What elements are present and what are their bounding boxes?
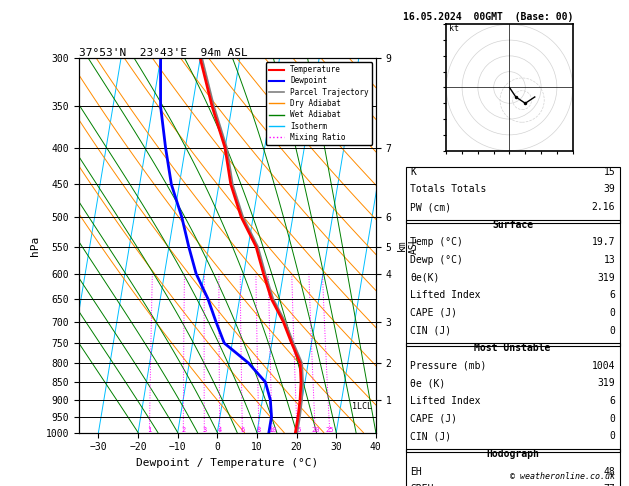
Text: K: K [410,167,416,177]
Text: 6: 6 [610,396,615,406]
Text: 48: 48 [604,467,615,477]
Text: Hodograph: Hodograph [486,449,539,459]
Text: 4: 4 [218,427,222,433]
Y-axis label: hPa: hPa [30,235,40,256]
Text: 19.7: 19.7 [592,237,615,247]
Text: Surface: Surface [492,220,533,230]
Text: 16.05.2024  00GMT  (Base: 00): 16.05.2024 00GMT (Base: 00) [403,12,573,22]
Text: 13: 13 [604,255,615,265]
Text: 1004: 1004 [592,361,615,371]
Text: CIN (J): CIN (J) [410,432,451,441]
Text: 319: 319 [598,273,615,283]
Text: CIN (J): CIN (J) [410,326,451,335]
Text: 6: 6 [610,290,615,300]
Text: 77: 77 [604,485,615,486]
Text: Temp (°C): Temp (°C) [410,237,463,247]
Y-axis label: km
ASL: km ASL [397,237,419,254]
Text: SREH: SREH [410,485,433,486]
Text: 2.16: 2.16 [592,202,615,212]
Text: © weatheronline.co.uk: © weatheronline.co.uk [510,472,615,481]
Text: 15: 15 [604,167,615,177]
Text: 6: 6 [240,427,245,433]
Text: 1: 1 [147,427,152,433]
Text: Lifted Index: Lifted Index [410,290,481,300]
Text: 3: 3 [202,427,206,433]
Text: 10: 10 [268,427,277,433]
Text: 0: 0 [610,414,615,424]
Text: 1LCL: 1LCL [352,402,372,411]
Text: Totals Totals: Totals Totals [410,184,486,194]
Text: kt: kt [450,24,459,33]
Text: 8: 8 [257,427,261,433]
Text: 25: 25 [326,427,334,433]
Text: Most Unstable: Most Unstable [474,343,551,353]
Text: EH: EH [410,467,421,477]
Text: 0: 0 [610,308,615,318]
Legend: Temperature, Dewpoint, Parcel Trajectory, Dry Adiabat, Wet Adiabat, Isotherm, Mi: Temperature, Dewpoint, Parcel Trajectory… [266,62,372,145]
Text: 15: 15 [293,427,301,433]
Text: PW (cm): PW (cm) [410,202,451,212]
Text: 0: 0 [610,326,615,335]
Text: 2: 2 [181,427,186,433]
Text: 0: 0 [610,432,615,441]
Text: Dewp (°C): Dewp (°C) [410,255,463,265]
Text: 37°53'N  23°43'E  94m ASL: 37°53'N 23°43'E 94m ASL [79,48,247,57]
Text: 20: 20 [311,427,320,433]
Text: CAPE (J): CAPE (J) [410,308,457,318]
Text: Lifted Index: Lifted Index [410,396,481,406]
Text: Pressure (mb): Pressure (mb) [410,361,486,371]
Text: θe (K): θe (K) [410,379,445,388]
Text: CAPE (J): CAPE (J) [410,414,457,424]
X-axis label: Dewpoint / Temperature (°C): Dewpoint / Temperature (°C) [136,458,318,468]
Text: 39: 39 [604,184,615,194]
Text: 319: 319 [598,379,615,388]
Text: θe(K): θe(K) [410,273,440,283]
